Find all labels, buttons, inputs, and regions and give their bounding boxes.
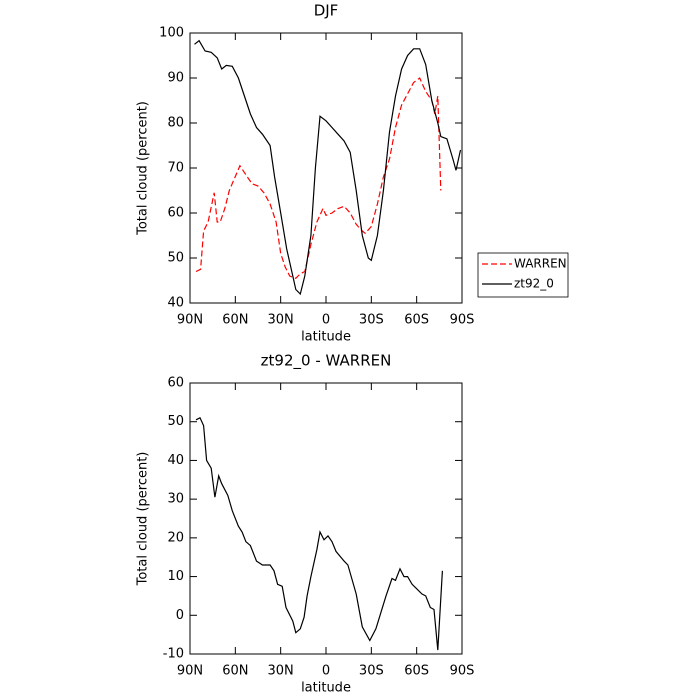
series-line: [195, 77, 442, 279]
y-axis-label: Total cloud (percent): [136, 101, 151, 236]
x-tick-label: 90S: [450, 664, 475, 679]
x-tick-label: 0: [322, 664, 330, 679]
x-tick-label: 30N: [268, 313, 294, 328]
y-tick-label: 100: [159, 26, 184, 41]
x-tick-label: 90N: [177, 313, 203, 328]
x-tick-label: 30N: [268, 664, 294, 679]
legend-label: zt92_0: [514, 277, 554, 291]
y-tick-label: 50: [167, 414, 184, 429]
y-tick-label: -10: [163, 647, 184, 662]
y-tick-label: 40: [167, 453, 184, 468]
y-tick-label: 90: [167, 71, 184, 86]
x-tick-label: 60S: [404, 313, 429, 328]
y-tick-label: 20: [167, 530, 184, 545]
x-tick-label: 30S: [359, 664, 384, 679]
series-line: [195, 416, 443, 651]
y-tick-label: 80: [167, 116, 184, 131]
chart-title: zt92_0 - WARREN: [261, 352, 392, 371]
series-line: [194, 39, 462, 296]
y-tick-label: 60: [167, 206, 184, 221]
plot-frame: [189, 32, 463, 304]
legend-label: WARREN: [514, 257, 567, 271]
y-tick-label: 60: [167, 376, 184, 391]
chart-title: DJF: [314, 2, 339, 20]
x-tick-label: 90N: [177, 664, 203, 679]
legend-box: [477, 252, 569, 298]
x-tick-label: 30S: [359, 313, 384, 328]
y-tick-label: 40: [167, 296, 184, 311]
x-tick-label: 60S: [404, 664, 429, 679]
y-tick-label: 70: [167, 161, 184, 176]
x-tick-label: 90S: [450, 313, 475, 328]
y-tick-label: 30: [167, 492, 184, 507]
y-tick-label: 50: [167, 251, 184, 266]
y-tick-label: 0: [176, 608, 184, 623]
x-tick-label: 60N: [222, 313, 248, 328]
y-tick-label: 10: [167, 569, 184, 584]
x-axis-label: latitude: [301, 681, 351, 696]
x-axis-label: latitude: [301, 330, 351, 345]
x-tick-label: 60N: [222, 664, 248, 679]
plot-frame: [189, 382, 463, 655]
y-axis-label: Total cloud (percent): [136, 452, 151, 587]
x-tick-label: 0: [322, 313, 330, 328]
